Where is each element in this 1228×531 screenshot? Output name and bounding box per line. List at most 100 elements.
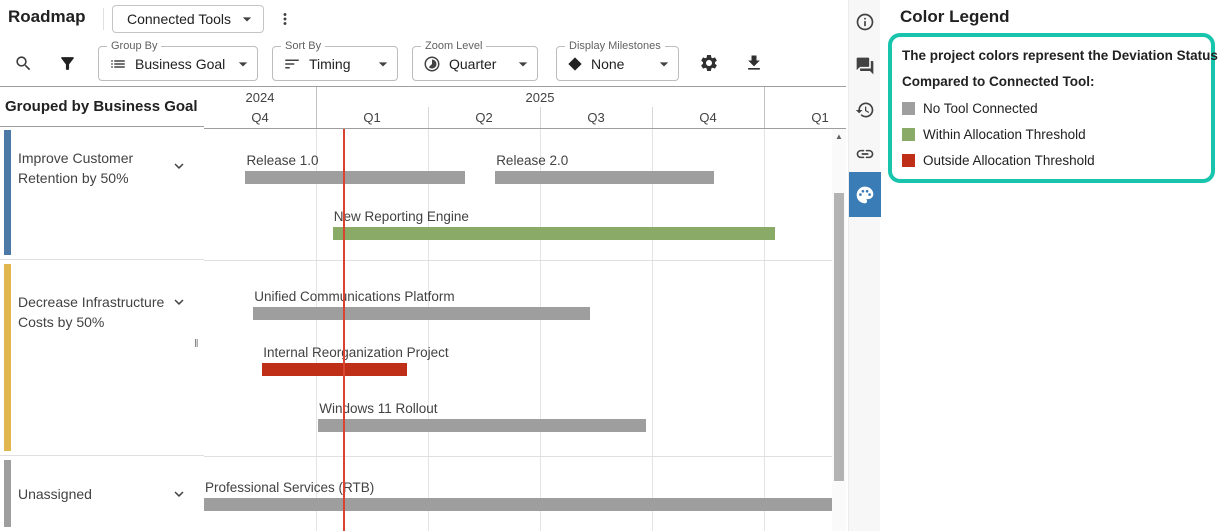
more-options-button[interactable] bbox=[272, 5, 298, 33]
download-icon bbox=[744, 53, 764, 73]
sort-by-value: Timing bbox=[309, 55, 351, 72]
chevron-down-icon bbox=[237, 9, 257, 29]
gantt-bar[interactable] bbox=[204, 498, 846, 511]
filter-icon bbox=[58, 54, 77, 73]
zoom-level-value: Quarter bbox=[449, 55, 497, 72]
sort-by-select[interactable]: Sort By Timing bbox=[272, 39, 398, 81]
legend-title: Color Legend bbox=[900, 7, 1010, 26]
legend-highlight-box: The project colors represent the Deviati… bbox=[888, 33, 1218, 183]
display-milestones-value: None bbox=[591, 55, 625, 72]
gantt-bar[interactable] bbox=[253, 307, 591, 320]
vertical-scrollbar[interactable]: ▲ bbox=[832, 129, 846, 531]
timeline-quarter-label: Q3 bbox=[587, 110, 605, 125]
quarter-gridline bbox=[652, 129, 653, 531]
collapse-group-button[interactable] bbox=[170, 157, 188, 175]
group-separator bbox=[0, 455, 204, 456]
grouping-header: Grouped by Business Goal bbox=[0, 86, 205, 127]
chevron-down-icon bbox=[233, 54, 253, 74]
collapse-group-button[interactable] bbox=[170, 293, 188, 311]
chevron-down-icon bbox=[170, 157, 188, 175]
gantt-bar[interactable] bbox=[262, 363, 407, 376]
rail-palette-button[interactable] bbox=[849, 172, 881, 217]
settings-button[interactable] bbox=[694, 49, 724, 77]
gantt-bar[interactable] bbox=[318, 419, 647, 432]
timeline-year-label bbox=[764, 87, 846, 107]
group-separator bbox=[204, 260, 846, 261]
rail-history-button[interactable] bbox=[849, 94, 881, 126]
scroll-up-arrow[interactable]: ▲ bbox=[832, 131, 846, 143]
quarter-gridline bbox=[540, 129, 541, 531]
connected-tools-dropdown[interactable]: Connected Tools bbox=[112, 5, 264, 33]
quarter-boundary-line bbox=[428, 107, 429, 128]
group-by-label: Group By bbox=[107, 39, 162, 53]
group-color-accent bbox=[4, 130, 11, 255]
quarter-boundary-line bbox=[540, 107, 541, 128]
chevron-down-icon bbox=[654, 54, 674, 74]
comments-icon bbox=[855, 56, 875, 76]
palette-icon bbox=[855, 185, 875, 205]
today-marker-line bbox=[343, 129, 345, 531]
connected-tools-label: Connected Tools bbox=[127, 11, 232, 27]
rail-link-button[interactable] bbox=[849, 138, 881, 170]
legend-item: No Tool Connected bbox=[902, 95, 1201, 121]
info-icon bbox=[855, 12, 875, 32]
gantt-bar-label: Internal Reorganization Project bbox=[263, 345, 449, 360]
legend-item-label: Outside Allocation Threshold bbox=[923, 152, 1095, 168]
group-list: Improve Customer Retention by 50% Decreas… bbox=[0, 127, 205, 531]
zoom-level-label: Zoom Level bbox=[421, 39, 487, 53]
history-icon bbox=[855, 100, 875, 120]
business-goal-group[interactable]: Unassigned bbox=[0, 458, 204, 531]
timelapse-icon bbox=[423, 55, 441, 73]
legend-description-line2: Compared to Connected Tool: bbox=[902, 74, 1095, 89]
business-goal-group[interactable]: Decrease Infrastructure Costs by 50% bbox=[0, 262, 204, 455]
diamond-icon bbox=[567, 56, 583, 72]
quarter-gridline bbox=[428, 129, 429, 531]
timeline-quarter-label: Q1 bbox=[363, 110, 381, 125]
legend-description-line1: The project colors represent the Deviati… bbox=[902, 48, 1218, 63]
filter-button[interactable] bbox=[52, 49, 82, 77]
gantt-chart: 2024 Q4 2025 Q1 Q2 Q3 Q4 Q1 Release 1.0 Release 2… bbox=[204, 86, 846, 531]
more-vert-icon bbox=[276, 10, 294, 28]
group-label: Decrease Infrastructure Costs by 50% bbox=[18, 294, 165, 330]
group-label: Improve Customer Retention by 50% bbox=[18, 150, 134, 186]
sort-icon bbox=[283, 55, 301, 73]
group-color-accent bbox=[4, 460, 11, 527]
group-by-value: Business Goal bbox=[135, 55, 226, 72]
group-separator bbox=[0, 259, 204, 260]
timeline-quarter-label: Q1 bbox=[811, 110, 829, 125]
gantt-bar-label: New Reporting Engine bbox=[333, 209, 469, 224]
legend-color-swatch bbox=[902, 153, 915, 167]
timeline-header-border bbox=[204, 128, 846, 129]
page-title: Roadmap bbox=[8, 7, 86, 26]
search-button[interactable] bbox=[8, 49, 38, 77]
gantt-bar[interactable] bbox=[245, 171, 465, 184]
display-milestones-select[interactable]: Display Milestones None bbox=[556, 39, 679, 81]
chevron-down-icon bbox=[170, 293, 188, 311]
panel-resize-handle[interactable]: ‖ bbox=[194, 338, 199, 350]
gantt-bar-label: Release 2.0 bbox=[496, 153, 569, 168]
side-icon-rail bbox=[848, 0, 881, 531]
gantt-bar[interactable] bbox=[495, 171, 714, 184]
business-goal-group[interactable]: Improve Customer Retention by 50% bbox=[0, 128, 204, 259]
group-separator bbox=[204, 456, 846, 457]
legend-item-label: No Tool Connected bbox=[923, 100, 1038, 116]
year-boundary-line bbox=[316, 87, 317, 128]
timeline-quarter-label: Q4 bbox=[699, 110, 717, 125]
scrollbar-thumb[interactable] bbox=[834, 193, 844, 481]
rail-comments-button[interactable] bbox=[849, 50, 881, 82]
gantt-bar[interactable] bbox=[332, 227, 776, 240]
legend-color-swatch bbox=[902, 101, 915, 115]
rail-info-button[interactable] bbox=[849, 6, 881, 38]
legend-item-label: Within Allocation Threshold bbox=[923, 126, 1086, 142]
zoom-level-select[interactable]: Zoom Level Quarter bbox=[412, 39, 538, 81]
link-icon bbox=[855, 144, 875, 164]
collapse-group-button[interactable] bbox=[170, 485, 188, 503]
group-color-accent bbox=[4, 264, 11, 451]
group-by-select[interactable]: Group By Business Goal bbox=[98, 39, 258, 81]
quarter-gridline bbox=[316, 129, 317, 531]
download-button[interactable] bbox=[739, 49, 769, 77]
search-icon bbox=[14, 54, 33, 73]
chevron-down-icon bbox=[373, 54, 393, 74]
color-legend-panel: Color Legend The project colors represen… bbox=[881, 0, 1228, 531]
display-milestones-label: Display Milestones bbox=[565, 39, 665, 53]
